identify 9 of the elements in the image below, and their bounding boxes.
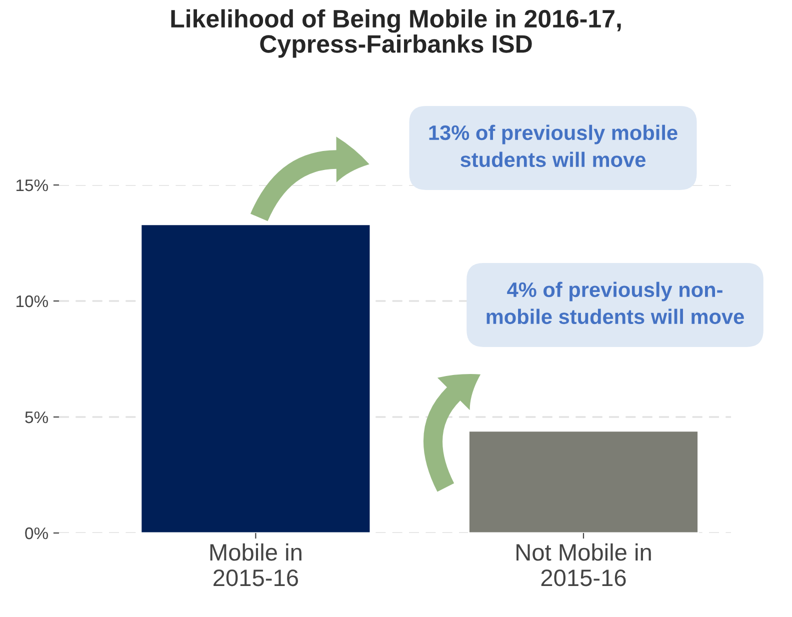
- chart-title: Likelihood of Being Mobile in 2016-17, Cypress-Fairbanks ISD: [171, 9, 621, 58]
- y-tick-label: 10%: [16, 295, 48, 308]
- annotation: 4% of previously non- mobile students will move: [486, 282, 744, 324]
- text: 13% of previously mobile students will move: [429, 124, 678, 168]
- y-tick-label: 5%: [25, 411, 48, 424]
- y-tick-label: 15%: [16, 179, 48, 192]
- x-tick-label: Mobile in 2015-16: [210, 543, 302, 586]
- y-tick-label: 0%: [25, 527, 48, 540]
- x-tick-label: Not Mobile in 2015-16: [516, 543, 651, 586]
